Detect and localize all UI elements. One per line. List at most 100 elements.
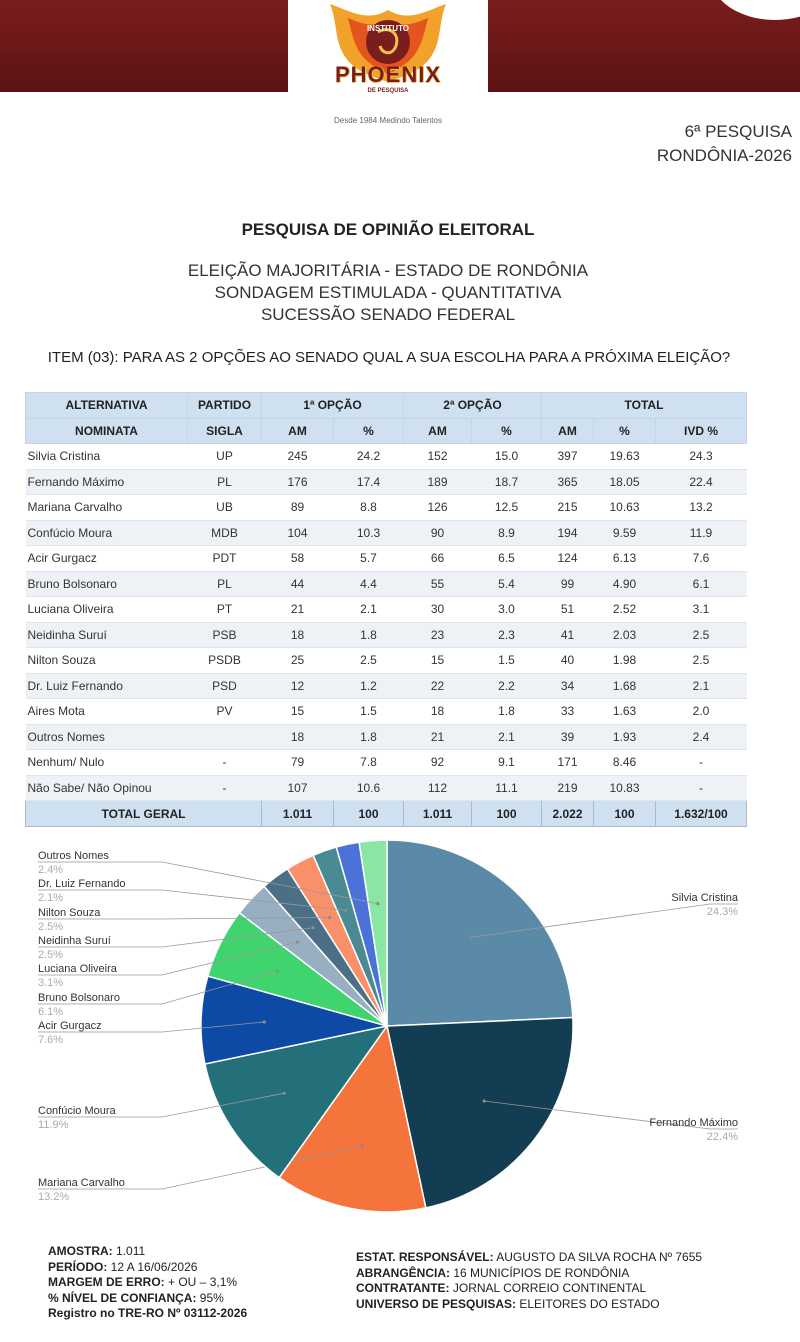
- footer-value: 1.011: [112, 1244, 146, 1258]
- table-cell: 24.3: [655, 443, 747, 470]
- slice-value-label: 2.1%: [38, 892, 63, 904]
- table-cell: 33: [541, 698, 594, 725]
- footer-value: JORNAL CORREIO CONTINENTAL: [449, 1281, 647, 1295]
- table-cell: 8.46: [593, 749, 656, 776]
- subtitle-line-3: SUCESSÃO SENADO FEDERAL: [260, 305, 516, 324]
- footer-value: 16 MUNICÍPIOS DE RONDÔNIA: [450, 1265, 630, 1280]
- table-row: Confúcio Moura MDB 104 10.3 90 8.9 194 9.59 11.9: [25, 520, 747, 546]
- table-header-row-1: ALTERNATIVA PARTIDO 1ª OPÇÃO 2ª OPÇÃO TO…: [25, 392, 747, 419]
- col-alternativa: ALTERNATIVA: [25, 392, 188, 419]
- leader-dot: [328, 915, 332, 920]
- col-pct-2: %: [471, 417, 542, 444]
- table-cell: 22: [403, 673, 472, 699]
- table-cell: 4.90: [593, 571, 656, 597]
- table-row: Silvia Cristina UP 245 24.2 152 15.0 397 19.63 2…: [25, 443, 747, 470]
- logo-name: PHOENIX: [334, 62, 442, 87]
- table-row: Não Sabe/ Não Opinou -107 10.6 112 11.1 219 10…: [25, 775, 747, 801]
- leader-dot: [376, 901, 380, 906]
- col-nominata: NOMINATA: [25, 417, 188, 444]
- table-cell: MDB: [187, 520, 262, 546]
- leader-line: [38, 917, 330, 920]
- table-cell: 39: [541, 724, 594, 750]
- leader-line: [38, 889, 346, 911]
- footer-line: UNIVERSO DE PESQUISAS: ELEITORES DO ESTA…: [356, 1297, 702, 1313]
- table-row: Bruno Bolsonaro PL 44 4.4 55 5.4 99 4.90 6.1: [25, 571, 747, 597]
- pie-slice: [386, 1016, 574, 1209]
- table-cell: 44: [261, 571, 334, 597]
- table-cell: 1.8: [333, 724, 404, 750]
- table-cell: 25: [261, 647, 334, 674]
- table-cell: 22.4: [655, 469, 747, 495]
- total-am-1: 1.011: [261, 800, 334, 827]
- total-ivd: 1.632/100: [655, 800, 747, 827]
- total-am-2: 1.011: [403, 800, 472, 827]
- table-cell: 21: [403, 724, 472, 750]
- table-cell: 1.63: [593, 698, 656, 725]
- slice-value-label: 2.5%: [38, 949, 63, 961]
- col-ivd: IVD %: [655, 417, 747, 444]
- table-cell: 34: [541, 673, 594, 699]
- col-am-1: AM: [261, 417, 334, 444]
- table-cell: 5.4: [471, 571, 542, 597]
- pie-slice: [204, 1024, 389, 1179]
- table-cell: 3.0: [471, 596, 542, 623]
- slice-value-label: 2.4%: [38, 864, 63, 876]
- table-cell: 9.59: [593, 520, 656, 546]
- footer-line: Registro no TRE-RO Nº 03112-2026: [48, 1306, 247, 1322]
- leader-line: [38, 970, 278, 1005]
- total-pct: 100: [593, 800, 656, 827]
- slice-label: Silvia Cristina: [671, 892, 739, 904]
- table-cell: 21: [261, 596, 334, 623]
- table-cell: PSD: [187, 673, 262, 699]
- table-row: Nenhum/ Nulo -79 7.8 92 9.1 171 8.46-: [25, 749, 747, 776]
- table-cell: 99: [541, 571, 594, 597]
- table-cell: Confúcio Moura: [25, 520, 188, 546]
- table-cell: 2.1: [471, 724, 542, 750]
- pie-chart: Silvia Cristina 24.3% Fernando Máximo 22.4%…: [38, 840, 739, 1213]
- logo-subtitle: DE PESQUISA: [367, 88, 409, 94]
- table-cell: 2.4: [655, 724, 747, 750]
- table-header-row-2: NOMINATA SIGLA AM % AM % AM % IVD %: [25, 417, 747, 444]
- table-cell: 4.4: [333, 571, 404, 597]
- slice-value-label: 11.9%: [38, 1119, 69, 1131]
- total-pct-1: 100: [333, 800, 404, 827]
- table-cell: 6.5: [471, 545, 542, 572]
- table-cell: 10.3: [333, 520, 404, 546]
- slice-label: Outros Nomes: [38, 850, 109, 862]
- table-cell: Outros Nomes: [25, 724, 188, 750]
- table-cell: 11.9: [655, 520, 747, 546]
- table-row: Luciana Oliveira PT 21 2.1 30 3.0 51 2.52 3.1: [25, 596, 747, 623]
- table-cell: 219: [541, 775, 594, 801]
- table-cell: Fernando Máximo: [25, 469, 188, 495]
- table-cell: 10.6: [333, 775, 404, 801]
- table-cell: PT: [187, 596, 262, 623]
- table-cell: Bruno Bolsonaro: [25, 571, 188, 597]
- phoenix-wings-icon: [330, 4, 446, 82]
- table-cell: 1.8: [333, 622, 404, 648]
- table-cell: Silvia Cristina: [25, 443, 188, 470]
- table-row: Neidinha Suruí PSB 18 1.8 23 2.3 41 2.03 2.5: [25, 622, 747, 648]
- slice-label: Luciana Oliveira: [38, 963, 118, 975]
- table-cell: 194: [541, 520, 594, 546]
- table-cell: 1.93: [593, 724, 656, 750]
- table-cell: 107: [261, 775, 334, 801]
- table-cell: 1.68: [593, 673, 656, 699]
- leader-line: [38, 861, 378, 904]
- subtitle-line-2: SONDAGEM ESTIMULADA - QUANTITATIVA: [214, 283, 562, 302]
- col-sigla: SIGLA: [187, 417, 262, 444]
- slice-label: Bruno Bolsonaro: [38, 992, 120, 1004]
- leader-line: [38, 1021, 265, 1033]
- leader-dot: [275, 969, 279, 973]
- footer-key: PERÍODO:: [48, 1259, 108, 1274]
- table-cell: 7.6: [655, 545, 747, 572]
- table-cell: 7.8: [333, 749, 404, 776]
- footer-responsible-info: ESTAT. RESPONSÁVEL: AUGUSTO DA SILVA ROC…: [356, 1250, 702, 1312]
- phoenix-logo: INSTITUTO PHOENIX DE PESQUISA Desde 1984…: [290, 0, 486, 132]
- subtitle-block: ELEIÇÃO MAJORITÁRIA - ESTADO DE RONDÔNIA…: [0, 260, 776, 326]
- table-cell: 171: [541, 749, 594, 776]
- table-cell: 79: [261, 749, 334, 776]
- table-row: Nilton Souza PSDB 25 2.5 15 1.5 40 1.98 2.5: [25, 647, 747, 674]
- table-cell: 245: [261, 443, 334, 470]
- slice-value-label: 6.1%: [38, 1006, 63, 1018]
- page-title: PESQUISA DE OPINIÃO ELEITORAL: [241, 220, 535, 239]
